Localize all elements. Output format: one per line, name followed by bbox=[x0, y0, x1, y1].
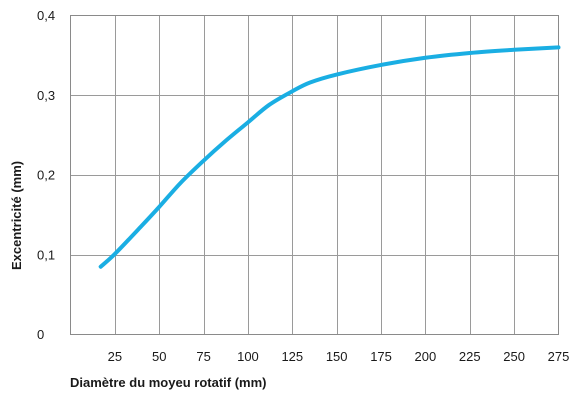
plot-frame bbox=[70, 15, 559, 335]
y-tick-label: 0 bbox=[37, 327, 44, 342]
x-tick-label: 50 bbox=[152, 349, 166, 364]
y-tick-label: 0,4 bbox=[37, 8, 55, 23]
x-tick-label: 175 bbox=[370, 349, 392, 364]
x-tick-label: 275 bbox=[548, 349, 570, 364]
y-tick-label: 0,3 bbox=[37, 88, 55, 103]
x-tick-label: 250 bbox=[503, 349, 525, 364]
x-tick-label: 75 bbox=[196, 349, 210, 364]
series-layer bbox=[98, 45, 561, 269]
x-tick-label: 100 bbox=[237, 349, 259, 364]
y-tick-label: 0,1 bbox=[37, 247, 55, 262]
x-axis-ticks: 25 50 75 100 125 150 175 200 225 250 275 bbox=[108, 349, 570, 364]
y-axis-ticks: 0 0,1 0,2 0,3 0,4 bbox=[37, 8, 55, 342]
y-tick-label: 0,2 bbox=[37, 168, 55, 183]
x-axis-title: Diamètre du moyeu rotatif (mm) bbox=[70, 375, 266, 390]
x-tick-label: 150 bbox=[326, 349, 348, 364]
x-tick-label: 200 bbox=[415, 349, 437, 364]
x-tick-label: 225 bbox=[459, 349, 481, 364]
grid bbox=[70, 15, 559, 335]
series-line bbox=[98, 45, 561, 269]
x-tick-label: 125 bbox=[281, 349, 303, 364]
y-axis-title: Excentricité (mm) bbox=[9, 161, 24, 270]
x-tick-label: 25 bbox=[108, 349, 122, 364]
